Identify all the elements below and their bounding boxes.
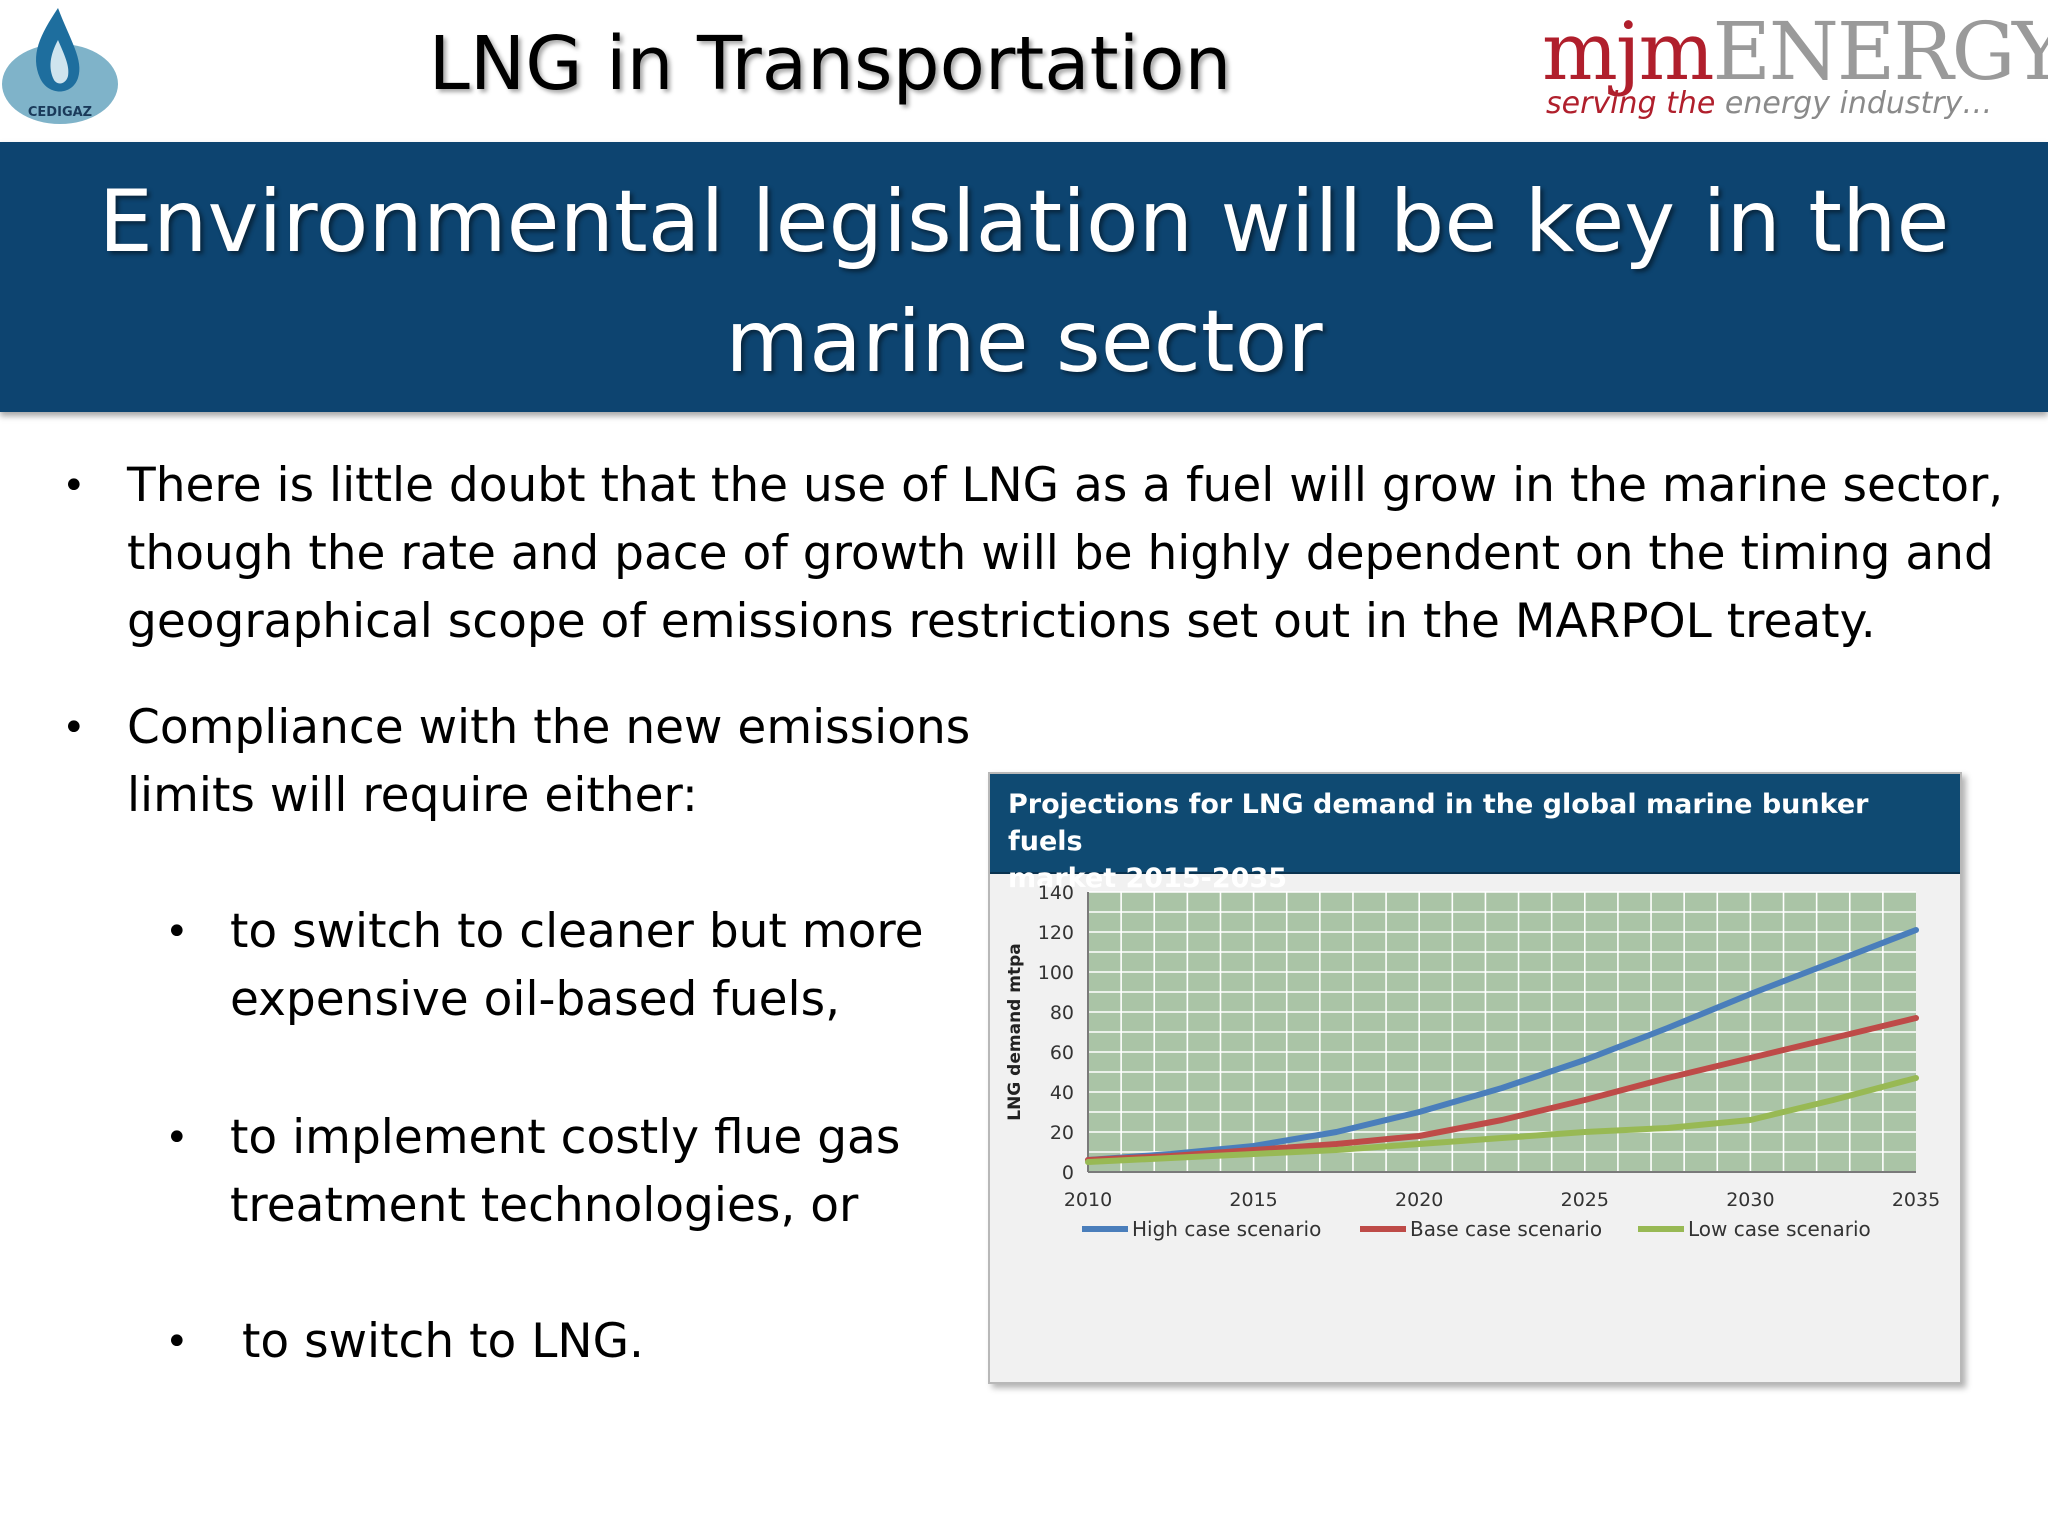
x-tick-label: 2030 xyxy=(1726,1189,1774,1211)
bullet-1-line-2: though the rate and pace of growth will … xyxy=(127,526,1994,581)
chart-header: Projections for LNG demand in the global… xyxy=(990,774,1960,894)
brand-energy: ENERGY xyxy=(1712,5,2048,98)
y-tick-label: 80 xyxy=(1050,1002,1074,1024)
page-title: LNG in Transportation xyxy=(428,21,1232,107)
y-tick-label: 20 xyxy=(1050,1122,1074,1144)
brand-tag-rest: energy industry… xyxy=(1724,86,1993,121)
headline-line-2: marine sector xyxy=(725,292,1323,392)
y-tick-label: 0 xyxy=(1062,1162,1074,1184)
bullet-1: There is little doubt that the use of LN… xyxy=(127,452,2027,656)
sub-bullet-3-line-1: to switch to LNG. xyxy=(242,1314,644,1369)
legend-label: Base case scenario xyxy=(1410,1217,1602,1241)
mjm-energy-logo: mjmENERGY serving the energy industry… xyxy=(1538,0,2048,140)
y-tick-label: 40 xyxy=(1050,1082,1074,1104)
chart-plot: 0 20 40 60 80 100 120 140 2010 2015 2020 2025 2030 20… xyxy=(1005,882,1940,1241)
brand-name: mjmENERGY xyxy=(1542,2,2048,102)
sub-bullet-1-line-1: to switch to cleaner but more xyxy=(230,904,924,959)
bullet-dot: • xyxy=(62,705,86,751)
sub-bullet-dot: • xyxy=(165,909,189,955)
y-axis-label: LNG demand mtpa xyxy=(1005,943,1025,1121)
brand-tagline: serving the energy industry… xyxy=(1546,86,1992,121)
x-tick-label: 2015 xyxy=(1229,1189,1277,1211)
bullet-1-line-3: geographical scope of emissions restrict… xyxy=(127,594,1876,649)
series-line-base xyxy=(1085,1015,1919,1163)
x-tick-label: 2035 xyxy=(1892,1189,1940,1211)
sub-bullet-dot: • xyxy=(165,1319,189,1365)
headline-line-1: Environmental legislation will be key in… xyxy=(98,172,1950,272)
x-tick-label: 2010 xyxy=(1064,1189,1112,1211)
lng-demand-chart: Projections for LNG demand in the global… xyxy=(988,772,1962,1384)
bullet-dot: • xyxy=(62,463,86,509)
chart-title-line-2: market 2015-2035 xyxy=(1008,863,1288,894)
bullet-2-line-1: Compliance with the new emissions xyxy=(127,700,971,755)
sub-bullet-1: to switch to cleaner but more expensive … xyxy=(230,898,970,1034)
sub-bullet-1-line-2: expensive oil-based fuels, xyxy=(230,972,841,1027)
series-line-high xyxy=(1085,927,1919,1163)
bullet-2: Compliance with the new emissions limits… xyxy=(127,694,987,830)
sub-bullet-2: to implement costly flue gas treatment t… xyxy=(230,1104,970,1240)
title-banner: Environmental legislation will be key in… xyxy=(0,142,2048,412)
sub-bullet-3: to switch to LNG. xyxy=(242,1308,982,1376)
brand-tag-red: serving the xyxy=(1546,86,1716,121)
sub-bullet-2-line-1: to implement costly flue gas xyxy=(230,1110,901,1165)
legend-label: Low case scenario xyxy=(1688,1217,1871,1241)
cedigaz-logo-text: CEDIGAZ xyxy=(28,105,92,120)
sub-bullet-2-line-2: treatment technologies, or xyxy=(230,1178,859,1233)
cedigaz-logo: CEDIGAZ xyxy=(0,0,124,128)
bullet-1-line-1: There is little doubt that the use of LN… xyxy=(127,458,2004,513)
slide-headline: Environmental legislation will be key in… xyxy=(60,162,1988,402)
bullet-2-line-2: limits will require either: xyxy=(127,768,698,823)
brand-mjm: mjm xyxy=(1542,5,1715,98)
series-line-low xyxy=(1085,1075,1919,1165)
y-tick-label: 100 xyxy=(1038,962,1074,984)
legend-label: High case scenario xyxy=(1132,1217,1321,1241)
chart-title-line-1: Projections for LNG demand in the global… xyxy=(1008,789,1869,857)
y-tick-label: 120 xyxy=(1038,922,1074,944)
y-tick-label: 140 xyxy=(1038,882,1074,904)
x-tick-label: 2025 xyxy=(1561,1189,1609,1211)
cedigaz-logo-graphic: CEDIGAZ xyxy=(2,8,118,124)
sub-bullet-dot: • xyxy=(165,1115,189,1161)
chart-title: Projections for LNG demand in the global… xyxy=(1008,786,1938,897)
x-tick-label: 2020 xyxy=(1395,1189,1443,1211)
y-tick-label: 60 xyxy=(1050,1042,1074,1064)
